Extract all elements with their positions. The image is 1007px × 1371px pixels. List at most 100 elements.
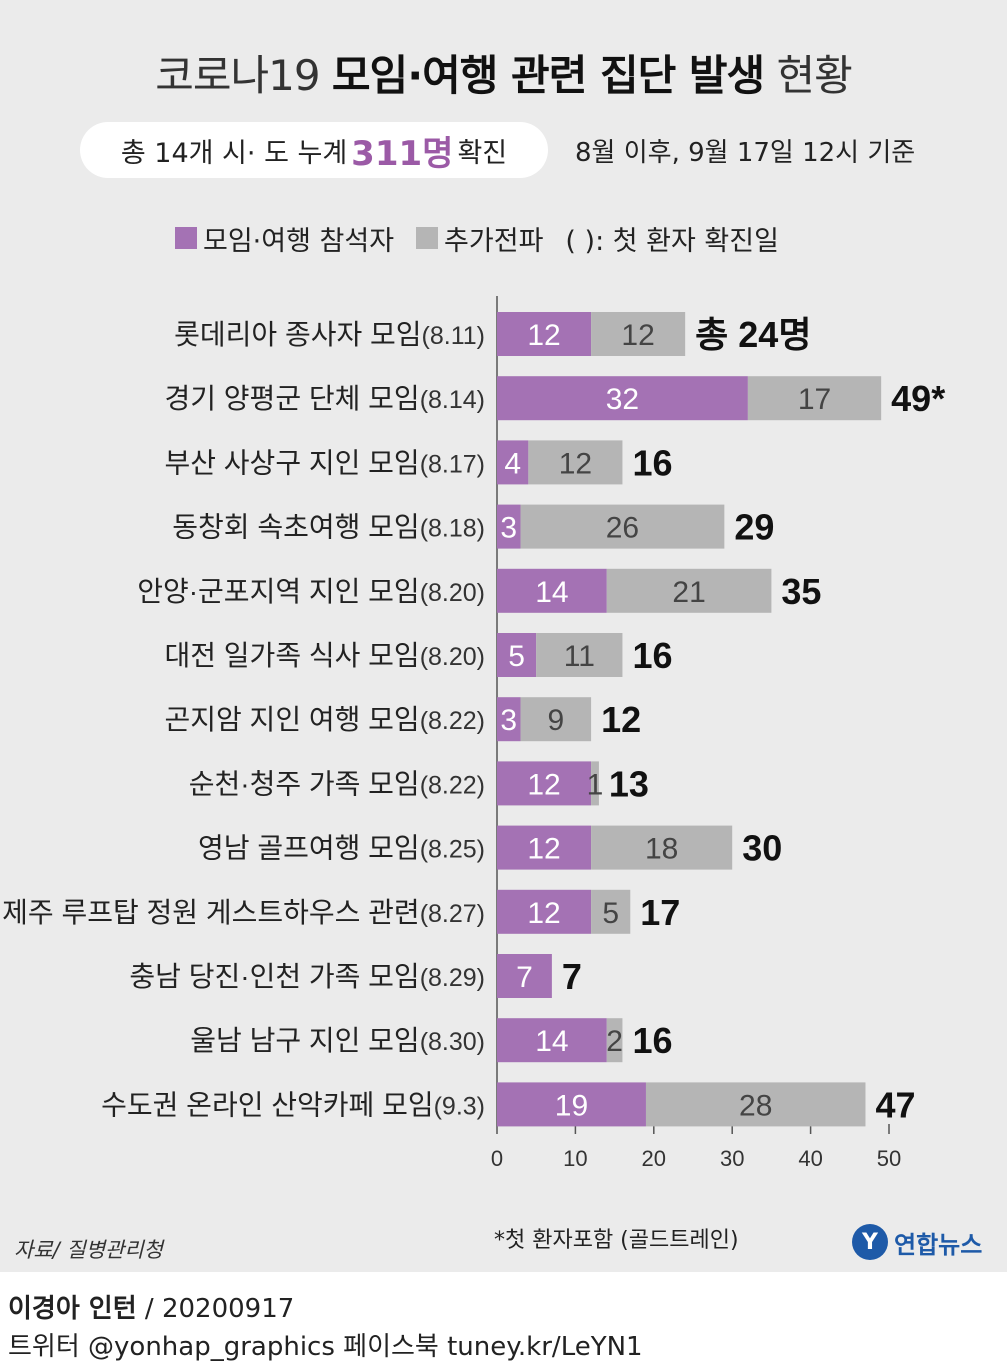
bar-participants-3	[497, 504, 521, 549]
value-spread-5: 11	[564, 640, 595, 673]
category-date-9: (8.27)	[420, 900, 485, 928]
category-date-4: (8.20)	[420, 579, 485, 607]
legend-label-participants: 모임·여행 참석자	[203, 225, 395, 257]
value-participants-8: 12	[527, 833, 560, 866]
bar-spread-3	[520, 504, 725, 549]
category-name-9: 제주 루프탑 정원 게스트하우스 관련	[2, 897, 420, 928]
category-label-7: 순천·청주 가족 모임(8.22)	[189, 768, 485, 799]
bar-spread-12	[645, 1082, 866, 1127]
category-label-0: 롯데리아 종사자 모임(8.11)	[174, 319, 485, 350]
author-name: 이경아 인턴	[8, 1294, 137, 1324]
bar-spread-9	[591, 889, 631, 934]
category-label-11: 울남 남구 지인 모임(8.30)	[190, 1025, 485, 1056]
value-participants-10: 7	[516, 961, 533, 994]
category-date-7: (8.22)	[420, 771, 485, 799]
summary-box: 총 14개 시· 도 누계 311명 확진	[80, 122, 548, 178]
value-participants-1: 32	[606, 383, 639, 416]
legend-item-participants: 모임·여행 참석자	[175, 219, 394, 258]
total-label-4: 35	[781, 571, 821, 612]
bar-spread-8	[591, 825, 733, 870]
category-label-8: 영남 골프여행 모임(8.25)	[198, 833, 485, 864]
total-label-6: 12	[601, 699, 641, 740]
bar-participants-8	[497, 825, 592, 870]
category-name-10: 충남 당진·인천 가족 모임	[129, 961, 419, 992]
value-spread-7: 1	[587, 768, 604, 801]
category-name-1: 경기 양평군 단체 모임	[165, 383, 420, 414]
value-participants-2: 4	[504, 447, 521, 480]
source-credit: 자료/ 질병관리청	[14, 1238, 163, 1262]
bar-participants-11	[497, 1018, 607, 1063]
value-spread-6: 9	[547, 704, 564, 737]
title-prefix: 코로나19	[155, 51, 320, 100]
value-participants-3: 3	[500, 512, 517, 545]
category-date-12: (9.3)	[434, 1092, 485, 1120]
as-of-date: 8월 이후, 9월 17일 12시 기준	[575, 138, 916, 168]
logo-icon: Y	[852, 1224, 888, 1260]
total-label-5: 16	[632, 635, 672, 676]
value-spread-3: 26	[606, 512, 639, 545]
value-participants-9: 12	[527, 897, 560, 930]
value-spread-1: 17	[798, 383, 831, 416]
summary-before: 총 14개 시· 도 누계	[120, 137, 348, 169]
legend: 모임·여행 참석자 추가전파 ( ): 첫 환자 확진일	[175, 219, 801, 258]
author-line: 이경아 인턴 / 20200917	[8, 1288, 294, 1325]
category-name-2: 부산 사상구 지인 모임	[165, 447, 420, 478]
category-name-6: 곤지암 지인 여행 모임	[165, 704, 420, 735]
x-tick-label-1: 10	[563, 1146, 587, 1171]
bar-participants-2	[497, 440, 529, 485]
category-date-3: (8.18)	[420, 515, 485, 543]
x-tick-label-0: 0	[491, 1146, 503, 1171]
category-label-3: 동창회 속초여행 모임(8.18)	[172, 512, 485, 543]
bar-spread-7	[591, 761, 599, 806]
category-label-4: 안양·군포지역 지인 모임(8.20)	[137, 576, 485, 607]
total-label-12: 47	[875, 1084, 915, 1125]
legend-item-spread: 추가전파	[416, 219, 543, 258]
category-name-7: 순천·청주 가족 모임	[189, 768, 420, 799]
value-participants-12: 19	[555, 1089, 588, 1122]
value-participants-5: 5	[508, 640, 525, 673]
category-date-8: (8.25)	[420, 836, 485, 864]
category-date-10: (8.29)	[420, 964, 485, 992]
value-participants-0: 12	[527, 319, 560, 352]
legend-note-text: ( ): 첫 환자 확진일	[565, 225, 779, 257]
x-tick-label-5: 50	[877, 1146, 901, 1171]
x-tick-label-2: 20	[642, 1146, 666, 1171]
logo-name: 연합뉴스	[894, 1230, 983, 1259]
logo: Y 연합뉴스	[852, 1224, 982, 1260]
title-main: 모임·여행 관련 집단 발생	[331, 51, 765, 100]
category-name-5: 대전 일가족 식사 모임	[165, 640, 420, 671]
total-label-10: 7	[562, 956, 582, 997]
bar-participants-4	[497, 568, 607, 613]
category-name-12: 수도권 온라인 산악카페 모임	[101, 1089, 433, 1120]
bar-participants-10	[497, 954, 552, 998]
title-suffix: 현황	[776, 51, 853, 100]
total-label-9: 17	[640, 892, 680, 933]
legend-label-spread: 추가전파	[444, 225, 544, 257]
bar-participants-5	[497, 633, 537, 677]
bar-spread-4	[606, 568, 772, 613]
category-date-6: (8.22)	[420, 707, 485, 735]
bar-spread-11	[606, 1018, 623, 1063]
value-participants-7: 12	[527, 768, 560, 801]
category-label-9: 제주 루프탑 정원 게스트하우스 관련(8.27)	[2, 897, 485, 928]
total-label-3: 29	[734, 507, 774, 548]
category-name-4: 안양·군포지역 지인 모임	[137, 576, 419, 607]
bar-spread-2	[528, 440, 623, 485]
legend-swatch-spread	[416, 227, 439, 249]
x-tick-label-4: 40	[798, 1146, 822, 1171]
value-spread-11: 2	[606, 1025, 623, 1058]
legend-swatch-participants	[175, 227, 197, 249]
total-label-2: 16	[632, 442, 672, 483]
bar-participants-12	[497, 1082, 646, 1127]
category-label-2: 부산 사상구 지인 모임(8.17)	[165, 447, 486, 478]
value-spread-2: 12	[559, 447, 592, 480]
category-label-5: 대전 일가족 식사 모임(8.20)	[165, 640, 486, 671]
bar-participants-1	[497, 376, 748, 421]
category-date-2: (8.17)	[420, 450, 485, 478]
category-date-11: (8.30)	[420, 1028, 485, 1056]
total-label-8: 30	[742, 828, 782, 869]
bar-spread-1	[747, 376, 882, 421]
bar-spread-6	[520, 697, 592, 742]
social-links: 트위터 @yonhap_graphics 페이스북 tuney.kr/LeYN1	[8, 1332, 643, 1362]
